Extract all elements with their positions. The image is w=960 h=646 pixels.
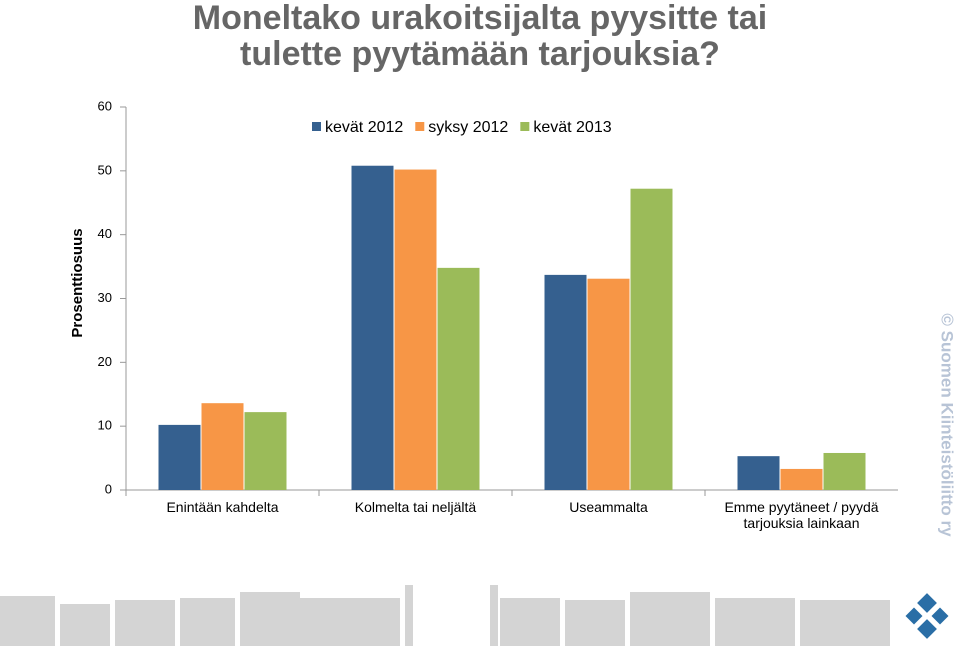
y-tick-label: 0: [105, 481, 112, 496]
x-tick-label: Kolmelta tai neljältä: [354, 499, 477, 515]
legend-swatch: [520, 122, 530, 131]
y-axis-label: Prosenttiosuus: [69, 228, 86, 337]
y-tick-label: 60: [98, 98, 112, 113]
x-tick-label: Emme pyytäneet / pyydä tarjouksia lainka…: [724, 499, 879, 531]
footer-decoration: [0, 585, 890, 646]
bar: [544, 274, 587, 490]
bar: [780, 468, 823, 490]
bar: [201, 403, 244, 490]
bar: [437, 267, 480, 490]
source: © Suomen Kiinteistöliitto ry: [938, 313, 957, 537]
bar: [737, 456, 780, 490]
bar: [351, 165, 394, 490]
y-tick-label: 50: [98, 162, 112, 177]
y-tick-label: 20: [98, 354, 112, 369]
bar: [244, 412, 287, 490]
legend-label: kevät 2012: [325, 119, 403, 136]
legend-label: syksy 2012: [428, 119, 508, 136]
x-tick-label: Useammalta: [569, 499, 648, 515]
y-tick-label: 40: [98, 226, 112, 241]
y-tick-label: 10: [98, 418, 112, 433]
logo: [905, 593, 949, 639]
legend-swatch: [415, 122, 425, 131]
bar: [630, 188, 673, 490]
bar: [587, 278, 630, 490]
chart-title: Moneltako urakoitsijalta pyysitte tai tu…: [192, 0, 768, 73]
legend-swatch: [312, 122, 321, 131]
bar: [158, 424, 201, 490]
y-tick-label: 30: [98, 290, 112, 305]
bar: [394, 169, 437, 490]
legend-label: kevät 2013: [533, 119, 611, 136]
x-tick-label: Enintään kahdelta: [166, 499, 279, 515]
bar: [823, 452, 866, 490]
